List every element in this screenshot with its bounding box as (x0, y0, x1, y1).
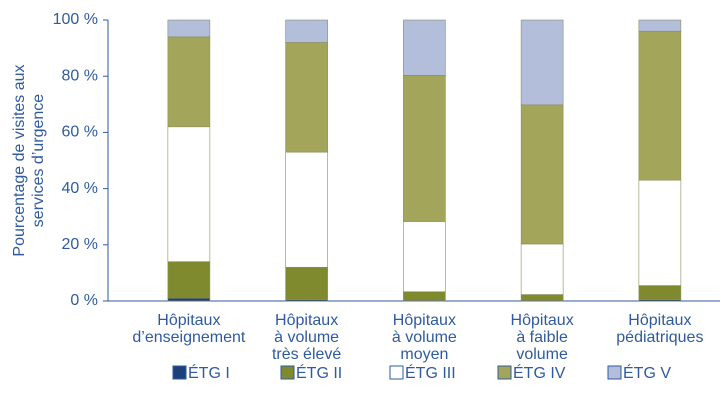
x-tick-line: à faible (516, 329, 568, 346)
y-tick-label: 60 % (62, 124, 98, 141)
x-tick-label: Hôpitaux à volume très élevé (272, 312, 341, 363)
bar-segment (167, 297, 211, 302)
y-tick-label: 0 % (70, 292, 98, 309)
legend-swatch (389, 365, 404, 380)
x-tick-line: pédiatriques (616, 329, 703, 346)
x-tick-line: à volume (274, 329, 339, 346)
x-tick-line: Hôpitaux (393, 312, 456, 329)
x-tick-label: Hôpitaux d’enseignement (132, 312, 246, 346)
y-tick-label: 20 % (62, 236, 98, 253)
bar-segment (638, 30, 682, 181)
bar-segment (403, 19, 446, 76)
x-tick-line: à volume (392, 329, 457, 346)
x-tick-line: moyen (400, 346, 448, 363)
y-axis-label: Pourcentage de visites aux (11, 64, 28, 256)
bar-segment (167, 19, 211, 38)
x-tick-line: Hôpitaux (275, 312, 338, 329)
legend-swatch (172, 365, 187, 380)
x-tick-line: Hôpitaux (511, 312, 574, 329)
bar-segment (520, 104, 564, 245)
x-tick-label: Hôpitaux pédiatriques (616, 312, 703, 346)
bar-segment (520, 243, 564, 295)
bar-segment (167, 261, 211, 299)
bar-segment (285, 266, 328, 300)
bar-segment (638, 285, 682, 300)
legend-label: ÉTG II (296, 363, 342, 382)
y-tick-label: 80 % (62, 67, 98, 84)
bar-segment (285, 151, 328, 268)
legend-label: ÉTG IV (513, 363, 566, 382)
x-tick-line: Hôpitaux (157, 312, 220, 329)
bar-segment (403, 75, 446, 222)
x-tick-line: volume (516, 346, 568, 363)
legend-label: ÉTG I (188, 363, 230, 382)
y-tick-label: 40 % (62, 180, 98, 197)
bar-segment (403, 221, 446, 293)
bar-segment (638, 19, 682, 32)
x-tick-line: très élevé (272, 346, 341, 363)
bar-segment (285, 42, 328, 153)
x-tick-line: d’enseignement (132, 329, 246, 346)
bar-segment (285, 19, 328, 43)
bar-segment (638, 179, 682, 286)
x-tick-label: Hôpitaux à volume moyen (392, 312, 457, 363)
x-tick-line: Hôpitaux (628, 312, 691, 329)
bar-segment (520, 19, 564, 106)
y-axis-label: services d’urgence (30, 94, 47, 228)
legend-swatch (497, 365, 512, 380)
legend-swatch (607, 365, 622, 380)
x-tick-label: Hôpitaux à faible volume (511, 312, 574, 363)
legend-swatch (280, 365, 295, 380)
bar-segment (520, 294, 564, 301)
y-tick-label: 100 % (53, 11, 98, 28)
legend-label: ÉTG III (405, 363, 456, 382)
bar-segment (167, 126, 211, 262)
bar-segment (167, 36, 211, 128)
bar-segment (403, 291, 446, 301)
legend-label: ÉTG V (623, 363, 671, 382)
